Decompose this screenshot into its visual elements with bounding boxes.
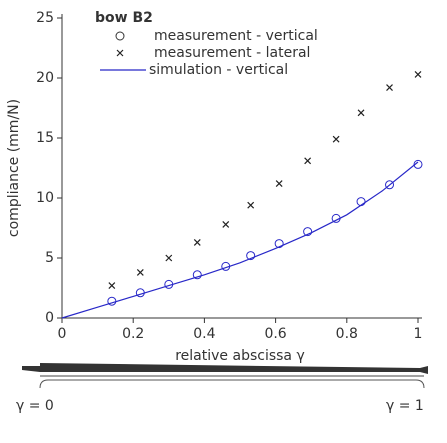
bow-diagram (22, 363, 428, 389)
x-tick-label: 0.2 (122, 326, 144, 342)
marker-cross (247, 201, 255, 209)
x-tick-label: 0.4 (193, 326, 215, 342)
marker-cross (386, 84, 393, 92)
x-tick-label: 0.6 (264, 326, 286, 342)
marker-circle (246, 251, 256, 261)
marker-cross (332, 135, 340, 143)
y-tick-label: 25 (36, 10, 54, 26)
marker-cross (165, 254, 173, 262)
legend-label: simulation - vertical (149, 62, 288, 78)
marker-cross (116, 49, 124, 57)
marker-cross (136, 268, 144, 276)
marker-circle (192, 270, 202, 280)
marker-cross (193, 238, 201, 246)
marker-circle (115, 31, 125, 41)
annotation: γ = 0 (16, 398, 54, 414)
series-line (61, 161, 419, 319)
y-tick-label: 20 (36, 70, 54, 86)
annotation: γ = 1 (386, 398, 424, 414)
marker-cross (414, 70, 422, 78)
y-tick-label: 15 (36, 130, 54, 146)
marker-circle (274, 239, 284, 249)
marker-cross (357, 109, 365, 117)
legend-label: measurement - vertical (154, 28, 318, 44)
marker-circle (356, 197, 366, 207)
y-tick-label: 0 (45, 310, 54, 326)
marker-cross (275, 180, 283, 188)
marker-circle (385, 180, 395, 190)
y-axis-label: compliance (mm/N) (6, 99, 22, 237)
x-axis-label: relative abscissa γ (175, 348, 305, 364)
x-tick-label: 0 (58, 326, 67, 342)
marker-circle (303, 227, 313, 237)
bow-brace (39, 379, 425, 389)
marker-circle (413, 159, 423, 169)
x-tick-label: 0.8 (336, 326, 358, 342)
marker-cross (222, 220, 230, 228)
legend-title: bow B2 (95, 10, 153, 26)
legend-label: measurement - lateral (154, 45, 310, 61)
x-tick-label: 1 (414, 326, 423, 342)
marker-cross (304, 157, 312, 165)
bow-body (22, 363, 428, 374)
marker-cross (108, 282, 116, 290)
y-tick-label: 10 (36, 190, 54, 206)
y-tick-label: 5 (45, 250, 54, 266)
